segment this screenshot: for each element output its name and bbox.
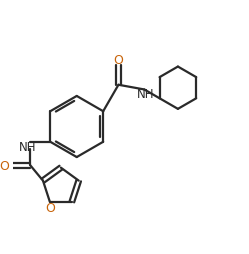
Text: O: O	[114, 54, 124, 67]
Text: O: O	[0, 159, 9, 172]
Text: NH: NH	[19, 140, 37, 153]
Text: O: O	[45, 201, 55, 214]
Text: NH: NH	[137, 88, 154, 101]
